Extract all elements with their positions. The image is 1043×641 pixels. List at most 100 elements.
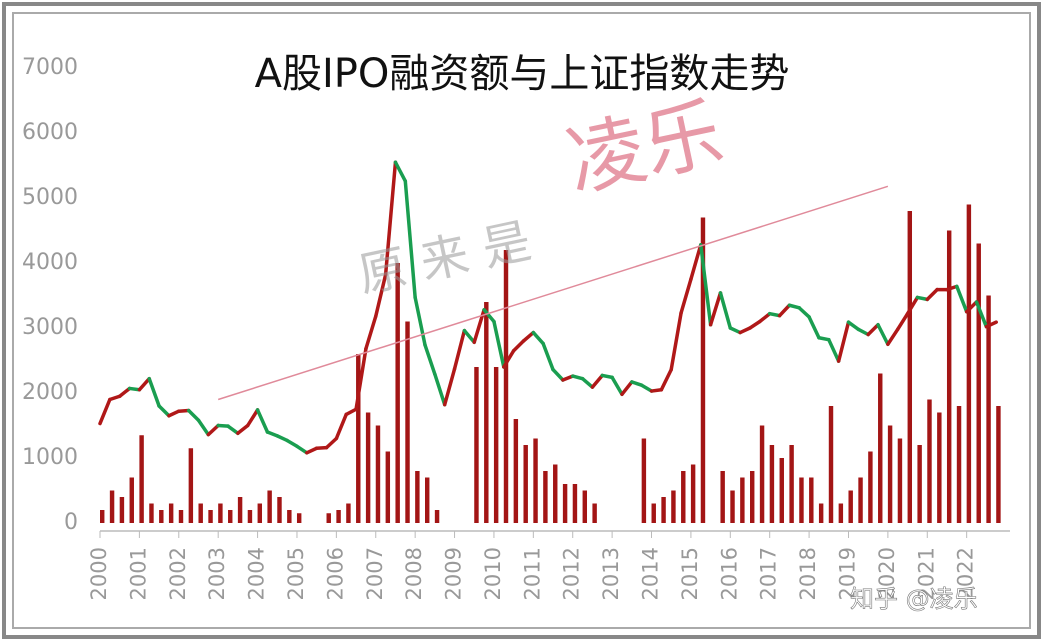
index-segment <box>344 407 358 417</box>
index-segment <box>836 320 851 363</box>
index-segment <box>777 303 792 318</box>
index-segment <box>167 409 181 418</box>
x-tick-label: 2004 <box>245 547 269 600</box>
ipo-bar <box>750 471 755 523</box>
ipo-bar <box>336 510 341 523</box>
y-tick-label: 0 <box>64 510 78 535</box>
ipo-bar <box>582 490 588 523</box>
ipo-bar <box>257 503 263 523</box>
ipo-bar <box>543 471 548 523</box>
index-segment <box>728 326 742 335</box>
index-segment <box>580 376 595 389</box>
index-segment <box>433 372 447 407</box>
index-segment <box>846 320 861 332</box>
ipo-bar <box>828 406 834 523</box>
y-tick-label: 6000 <box>22 120 78 145</box>
ipo-bar <box>385 451 391 523</box>
ipo-bar <box>425 477 430 523</box>
ipo-bar <box>139 435 144 523</box>
ipo-bar <box>277 497 282 523</box>
y-tick-label: 3000 <box>22 315 78 340</box>
ipo-bar <box>592 503 597 523</box>
index-segment <box>403 179 417 300</box>
ipo-bar <box>188 448 194 523</box>
ipo-bar <box>937 412 942 523</box>
ipo-bar <box>474 367 479 523</box>
index-segment <box>590 373 605 389</box>
index-segment <box>157 404 171 418</box>
x-tick-label: 2003 <box>205 547 229 600</box>
ipo-bar <box>799 477 804 523</box>
ipo-bar <box>119 497 125 523</box>
x-tick-label: 2009 <box>442 547 466 600</box>
x-tick-label: 2013 <box>599 547 623 600</box>
ipo-bar <box>907 211 913 523</box>
index-segment <box>196 418 211 437</box>
ipo-bar <box>287 510 292 523</box>
index-segment <box>275 434 289 443</box>
ipo-bar <box>996 406 1001 523</box>
ipo-bar <box>168 503 174 523</box>
x-tick-label: 2008 <box>402 547 426 600</box>
ipo-bar <box>267 490 272 523</box>
ipo-bar <box>818 503 824 523</box>
index-segment <box>245 408 260 428</box>
ipo-bar <box>356 354 361 523</box>
ipo-bar <box>572 484 578 523</box>
ipo-bar <box>484 302 489 523</box>
ipo-bar <box>858 477 863 523</box>
watermark: 原 来 是 <box>353 213 535 304</box>
ipo-bar <box>375 425 381 523</box>
index-segment <box>541 341 555 372</box>
ipo-bar <box>759 425 765 523</box>
index-segment <box>886 327 900 346</box>
ipo-bar <box>346 503 351 523</box>
ipo-bar <box>415 471 420 523</box>
ipo-bar <box>365 412 371 523</box>
ipo-bar <box>523 445 528 523</box>
ipo-bar <box>986 295 991 523</box>
index-segment <box>679 277 693 315</box>
ipo-bar <box>533 438 538 523</box>
index-segment <box>383 160 398 277</box>
trendline <box>217 185 889 401</box>
ipo-bar <box>149 503 154 523</box>
index-segment <box>137 376 151 392</box>
index-segment <box>502 349 516 369</box>
watermark: 知乎 @凌乐 <box>850 585 978 613</box>
ipo-bar <box>513 419 519 523</box>
index-segment <box>255 408 270 434</box>
index-segment <box>482 308 496 324</box>
index-segment <box>147 376 161 408</box>
ipo-bar <box>671 490 676 523</box>
ipo-bar <box>434 510 440 523</box>
ipo-bar <box>661 497 666 523</box>
ipo-bar <box>956 406 962 523</box>
x-tick-label: 2007 <box>363 547 387 600</box>
x-tick-label: 2022 <box>954 547 978 600</box>
x-tick-label: 2021 <box>914 547 938 600</box>
y-tick-label: 5000 <box>22 185 78 210</box>
index-segment <box>925 287 939 302</box>
index-segment <box>324 436 339 450</box>
index-segment <box>334 412 348 441</box>
index-segment <box>669 311 683 372</box>
ipo-bar <box>779 458 784 523</box>
index-segment <box>797 306 811 319</box>
ipo-bar <box>730 490 735 523</box>
ipo-bar <box>809 477 814 523</box>
ipo-bar <box>326 513 331 523</box>
index-segment <box>895 311 910 332</box>
ipo-bar <box>178 510 184 523</box>
index-segment <box>738 326 752 335</box>
index-segment <box>866 323 880 337</box>
y-tick-label: 4000 <box>22 250 78 275</box>
y-tick-label: 7000 <box>22 55 78 80</box>
ipo-bar <box>700 217 706 523</box>
ipo-bar <box>395 263 400 523</box>
index-segment <box>964 300 979 314</box>
x-tick-label: 2005 <box>284 547 308 600</box>
